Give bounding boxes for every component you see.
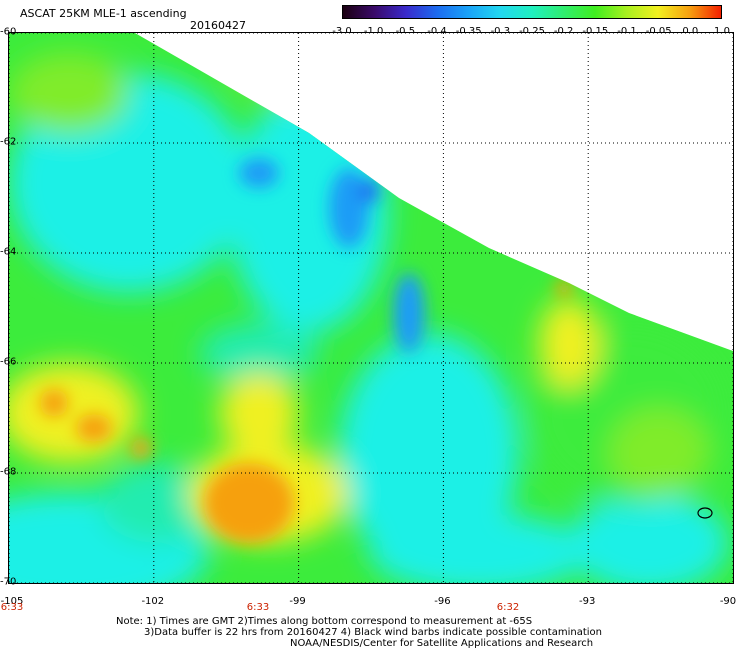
- colorbar-tick: -0.05: [646, 26, 672, 37]
- orange-region: [76, 414, 112, 442]
- time-label: 6:33: [246, 602, 270, 613]
- cyan-region: [569, 493, 729, 583]
- cyan-region: [369, 513, 589, 583]
- longitude-label: -105: [0, 596, 24, 607]
- latitude-label: -62: [0, 136, 17, 148]
- latitude-label: -66: [0, 356, 17, 368]
- cyan-region: [339, 333, 519, 573]
- colorbar-tick: 1.0: [714, 26, 730, 37]
- longitude-label: -96: [434, 596, 451, 607]
- light-green-region: [609, 408, 709, 498]
- colorbar-tick: -0.35: [456, 26, 482, 37]
- contamination-marker: [697, 507, 713, 519]
- longitude-label: -99: [289, 596, 306, 607]
- time-label: 6:33: [0, 602, 24, 613]
- orange-region: [556, 280, 572, 296]
- wind-map: [9, 33, 733, 583]
- blue-region: [393, 273, 425, 353]
- colorbar-tick: -0.1: [617, 26, 637, 37]
- colorbar-tick: -0.25: [519, 26, 545, 37]
- chart-title: ASCAT 25KM MLE-1 ascending: [20, 7, 187, 20]
- orange-region: [204, 463, 294, 543]
- colorbar-tick: -3.0: [332, 26, 352, 37]
- colorbar: [342, 5, 722, 19]
- longitude-label: -90: [719, 596, 737, 607]
- note-line-2: 3)Data buffer is 22 hrs from 20160427 4)…: [144, 627, 602, 638]
- light-green-region: [229, 33, 429, 103]
- colorbar-tick: -0.15: [582, 26, 608, 37]
- yellow-region: [219, 373, 299, 453]
- time-label: 6:32: [496, 602, 520, 613]
- orange-region: [40, 389, 68, 417]
- note-line-3: NOAA/NESDIS/Center for Satellite Applica…: [290, 638, 594, 649]
- aqua-region: [99, 463, 219, 543]
- chart-date: 20160427: [190, 19, 246, 32]
- colorbar-tick: -1.0: [364, 26, 384, 37]
- latitude-label: -68: [0, 466, 17, 478]
- colorbar-tick: 0.0: [682, 26, 698, 37]
- map-frame: [8, 32, 734, 584]
- yellow-region: [539, 298, 599, 388]
- blue-region: [239, 158, 279, 188]
- longitude-label: -93: [579, 596, 596, 607]
- deep-blue-region: [359, 179, 379, 203]
- aqua-region: [199, 323, 319, 383]
- latitude-label: -70: [0, 576, 17, 588]
- latitude-label: -60: [0, 26, 17, 38]
- orange-region: [131, 438, 151, 458]
- blue-region: [329, 168, 369, 248]
- note-line-1: Note: 1) Times are GMT 2)Times along bot…: [116, 616, 533, 627]
- longitude-label: -102: [141, 596, 165, 607]
- latitude-label: -64: [0, 246, 17, 258]
- colorbar-tick: -0.3: [491, 26, 511, 37]
- colorbar-tick: -0.4: [427, 26, 447, 37]
- light-green-region: [9, 53, 129, 133]
- colorbar-tick: -0.2: [554, 26, 574, 37]
- colorbar-tick: -0.5: [396, 26, 416, 37]
